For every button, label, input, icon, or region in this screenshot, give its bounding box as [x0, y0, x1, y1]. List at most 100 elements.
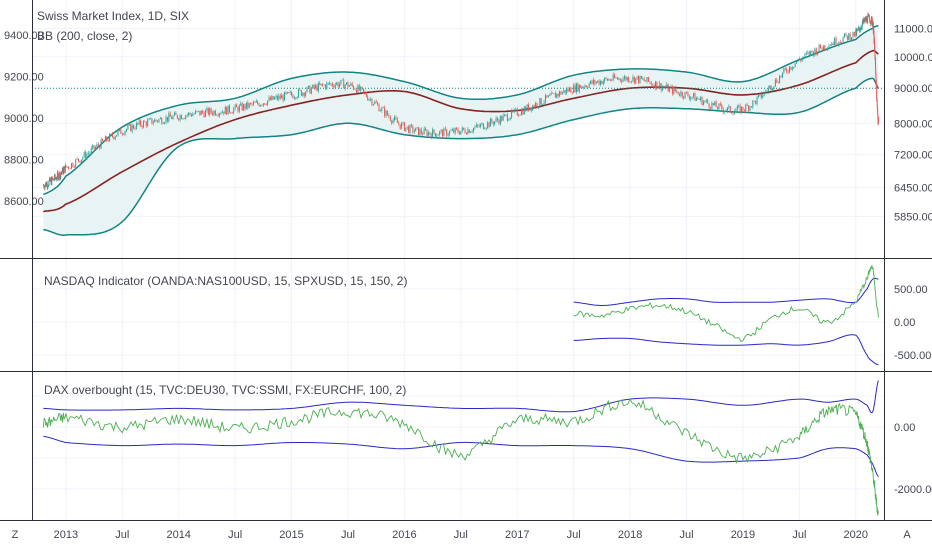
price-candles[interactable]	[42, 12, 879, 191]
candle-body	[674, 87, 676, 92]
candle-body	[44, 185, 46, 189]
candle-body	[197, 110, 199, 112]
candle-body	[743, 110, 745, 112]
time-axis-tick-label[interactable]: 2015	[279, 529, 303, 541]
right-axis-tick-label[interactable]: 7200.00	[894, 150, 932, 162]
candle-body	[432, 129, 434, 138]
candle-body	[801, 58, 803, 61]
candle-body	[337, 82, 339, 87]
time-axis-tick-label[interactable]: 2014	[166, 529, 190, 541]
candle-body	[347, 82, 349, 87]
time-axis-tick-label[interactable]: Jul	[454, 529, 468, 541]
candle-body	[154, 119, 156, 123]
candle-body	[110, 133, 112, 135]
candle-body	[80, 159, 82, 163]
candle-body	[681, 91, 683, 97]
timezone-corner-label[interactable]: Z	[12, 529, 19, 541]
candle-body	[731, 112, 733, 114]
candle-body	[874, 49, 876, 53]
time-axis-tick-label[interactable]: 2019	[731, 529, 755, 541]
candle-body	[496, 118, 498, 121]
candle-body	[362, 88, 364, 92]
candle-body	[56, 172, 58, 179]
time-axis-tick-label[interactable]: 2018	[618, 529, 642, 541]
candle-body	[787, 71, 789, 73]
candle-body	[753, 100, 755, 102]
candle-body	[426, 130, 428, 136]
candle-body	[138, 120, 140, 125]
time-axis-tick-label[interactable]: Jul	[228, 529, 242, 541]
candle-body	[69, 168, 71, 169]
candle-body	[592, 79, 594, 84]
right-price-axis[interactable]: 11000.00 10000.00 9000.00 8000.00 7200.00 645…	[894, 23, 932, 223]
candle-body	[513, 109, 515, 112]
right-axis-tick-label[interactable]: 10000.00	[894, 52, 932, 64]
right-axis-tick-label[interactable]: 8000.00	[894, 118, 932, 130]
candle-body	[588, 83, 590, 88]
candle-body	[422, 133, 424, 135]
bb-lower-line	[43, 77, 879, 236]
candle-body	[478, 125, 480, 127]
candle-body	[162, 123, 164, 124]
candle-body	[684, 92, 686, 99]
time-axis-tick-label[interactable]: Jul	[115, 529, 129, 541]
candle-body	[317, 83, 319, 91]
candle-body	[385, 110, 387, 116]
candle-body	[649, 81, 651, 83]
candle-body	[868, 15, 870, 19]
candle-body	[866, 17, 868, 23]
right-axis-tick-label[interactable]: 11000.00	[894, 23, 932, 35]
candle-body	[269, 97, 271, 101]
panel-separators	[0, 0, 932, 521]
candle-body	[82, 157, 84, 160]
time-axis-tick-label[interactable]: 2017	[505, 529, 529, 541]
candle-body	[370, 99, 372, 100]
auto-scale-corner-label[interactable]: A	[903, 529, 911, 541]
candle-body	[678, 94, 680, 96]
candle-body	[255, 101, 257, 103]
candle-body	[742, 106, 744, 111]
time-axis-tick-label[interactable]: Jul	[792, 529, 806, 541]
candle-body	[633, 76, 635, 84]
candle-body	[175, 112, 177, 115]
candle-body	[454, 127, 456, 133]
candle-body	[286, 92, 288, 94]
candle-body	[509, 117, 511, 120]
candle-body	[874, 56, 876, 60]
time-axis-tick-label[interactable]: 2020	[844, 529, 868, 541]
candle-body	[289, 92, 291, 93]
time-axis[interactable]: 2013 Jul 2014 Jul 2015 Jul 2016 Jul 2017 Jul 2018 J…	[54, 529, 868, 541]
candle-body	[141, 125, 143, 128]
left-axis-tick-label: 9400.00	[4, 30, 44, 42]
candle-body	[78, 158, 80, 162]
candle-body	[59, 172, 61, 178]
candle-body	[671, 86, 673, 94]
time-axis-tick-label[interactable]: Jul	[679, 529, 693, 541]
candle-body	[677, 91, 679, 95]
candle-body	[736, 106, 738, 110]
candle-body	[701, 97, 703, 105]
candle-body	[645, 80, 647, 82]
candle-body	[416, 127, 418, 128]
candle-body	[94, 147, 96, 150]
time-axis-tick-label[interactable]: Jul	[567, 529, 581, 541]
candle-body	[475, 124, 477, 128]
candle-body	[182, 118, 184, 120]
candle-body	[876, 100, 878, 108]
candle-body	[877, 112, 879, 118]
right-axis-tick-label[interactable]: 6450.00	[894, 182, 932, 194]
candle-body	[767, 87, 769, 92]
right-axis-tick-label[interactable]: 5850.00	[894, 212, 932, 224]
time-axis-tick-label[interactable]: Jul	[341, 529, 355, 541]
time-axis-tick-label[interactable]: 2016	[392, 529, 416, 541]
candle-body	[519, 114, 521, 116]
candle-body	[371, 99, 373, 105]
time-axis-tick-label[interactable]: 2013	[54, 529, 78, 541]
candle-body	[874, 59, 876, 65]
candle-body	[508, 119, 510, 121]
candle-body	[124, 131, 126, 135]
candle-body	[704, 101, 706, 102]
candle-body	[281, 95, 283, 99]
right-axis-tick-label[interactable]: 9000.00	[894, 83, 932, 95]
dax-axis-tick-label: -2000.00	[894, 484, 932, 496]
